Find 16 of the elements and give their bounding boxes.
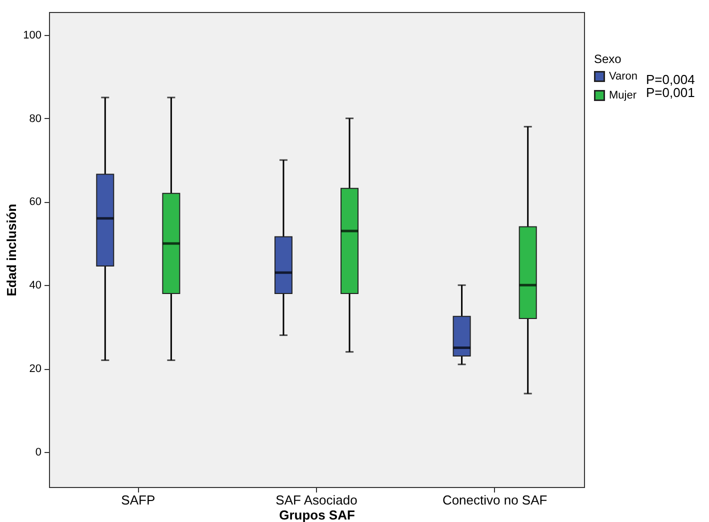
text: P=0,004 xyxy=(646,72,695,87)
legend-label: Varon xyxy=(609,70,638,82)
y-axis-title: Edad inclusión xyxy=(4,204,20,296)
y-tick-label: 100 xyxy=(23,29,42,42)
y-tick-label: 20 xyxy=(29,363,42,376)
x-axis-title: Grupos SAF xyxy=(279,508,355,522)
x-tick-label: SAFP xyxy=(121,492,156,508)
legend-label: Mujer xyxy=(609,90,637,102)
x-tick-label: SAF Asociado xyxy=(276,492,358,508)
legend-title: Sexo xyxy=(594,52,622,66)
y-tick-label: 60 xyxy=(29,196,42,208)
y-tick-label: 80 xyxy=(29,112,42,125)
x-tick-label: Conectivo no SAF xyxy=(442,492,548,508)
y-tick-label: 0 xyxy=(35,446,42,458)
y-tick-label: 40 xyxy=(29,280,42,292)
text: P=0,001 xyxy=(646,85,695,100)
